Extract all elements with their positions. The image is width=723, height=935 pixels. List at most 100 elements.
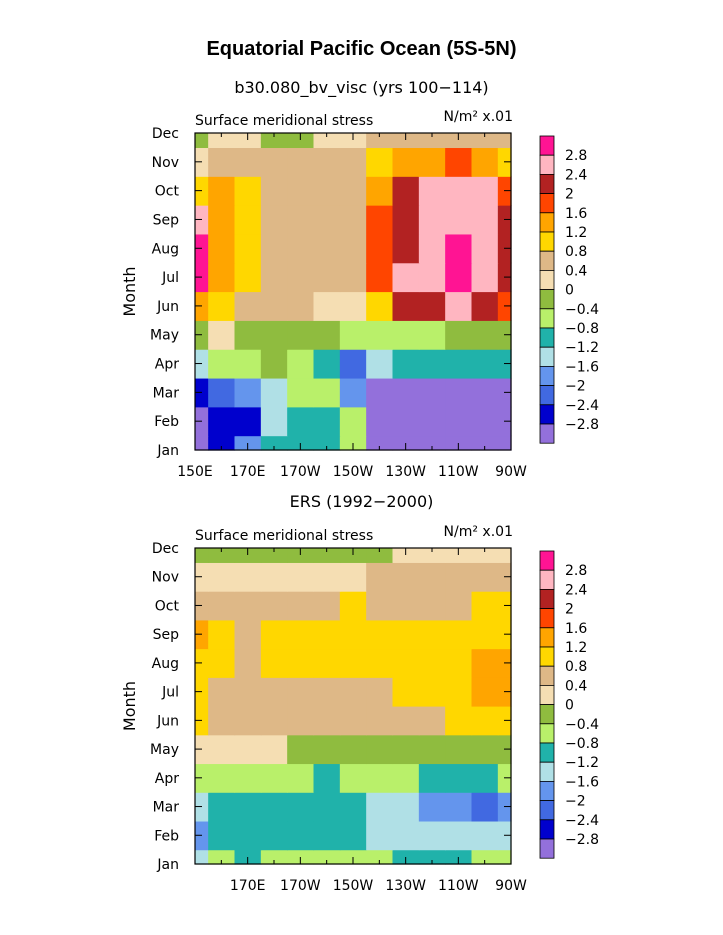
data-cell: [366, 763, 394, 793]
data-cell: [392, 349, 420, 379]
data-cell: [234, 763, 262, 793]
data-cell: [313, 147, 341, 177]
colorbar-label: −2.8: [565, 832, 599, 848]
colorbar-swatch: [539, 819, 555, 840]
data-cell: [418, 147, 446, 177]
data-cell: [313, 706, 341, 736]
data-cell: [418, 262, 446, 293]
colorbar-swatch: [539, 385, 555, 406]
data-cell: [366, 291, 394, 321]
data-cell: [287, 349, 315, 379]
data-cell: [260, 849, 288, 865]
data-cell: [208, 233, 236, 264]
data-cell: [366, 377, 394, 408]
colorbar-swatch: [539, 704, 555, 725]
data-cell: [471, 591, 499, 621]
data-cell: [234, 233, 262, 264]
colorbar-swatch: [539, 781, 555, 802]
data-cell: [234, 706, 262, 736]
colorbar-label: 1.6: [565, 621, 587, 637]
data-cell: [471, 291, 499, 321]
data-cell: [208, 849, 236, 865]
colorbar-swatch: [539, 269, 555, 290]
y-tick-label: Sep: [153, 627, 180, 643]
colorbar-swatch: [539, 327, 555, 348]
data-cell: [313, 591, 341, 621]
colorbar-swatch: [539, 569, 555, 590]
y-tick-label: Oct: [155, 184, 180, 200]
colorbar-swatch: [539, 289, 555, 310]
data-cell: [287, 763, 315, 793]
data-cell: [445, 349, 473, 379]
data-cell: [392, 377, 420, 408]
data-cell: [339, 147, 367, 177]
panel-1-units-label: N/m² x.01: [444, 109, 513, 125]
data-cell: [445, 176, 473, 206]
data-cell: [366, 349, 394, 379]
data-cell: [208, 677, 236, 707]
data-cell: [287, 205, 315, 235]
data-cell: [392, 406, 420, 437]
data-cell: [234, 648, 262, 678]
data-cell: [471, 548, 499, 563]
colorbar-label: 0.8: [565, 659, 587, 675]
colorbar-swatch: [539, 742, 555, 763]
data-cell: [418, 377, 446, 408]
data-cell: [313, 619, 341, 650]
data-cell: [418, 677, 446, 707]
data-cell: [208, 349, 236, 379]
data-cell: [234, 548, 262, 563]
data-cell: [195, 133, 209, 149]
data-cell: [208, 706, 236, 736]
data-cell: [287, 548, 315, 563]
y-tick-label: Jun: [156, 299, 179, 315]
data-cell: [313, 677, 341, 707]
data-cell: [366, 677, 394, 707]
data-cell: [260, 435, 288, 451]
data-cell: [234, 320, 262, 350]
data-cell: [313, 548, 341, 563]
data-cell: [260, 648, 288, 678]
data-cell: [260, 233, 288, 264]
data-cell: [392, 820, 420, 851]
data-cell: [471, 763, 499, 793]
data-cell: [195, 435, 209, 451]
data-cell: [366, 562, 394, 592]
data-cell: [260, 562, 288, 592]
data-cell: [260, 377, 288, 408]
data-cell: [260, 677, 288, 707]
data-cell: [208, 562, 236, 592]
x-tick-label: 90W: [495, 878, 527, 894]
data-cell: [339, 349, 367, 379]
data-cell: [445, 619, 473, 650]
data-cell: [445, 820, 473, 851]
data-cell: [471, 349, 499, 379]
data-cell: [287, 233, 315, 264]
data-cell: [208, 820, 236, 851]
panel-1-colorbar: 2.8 2.4 2 1.6 1.2 0.8 0.4 0 −0.4 −0.8 −1.2 −1.6 −2 −2…: [539, 135, 599, 444]
data-cell: [418, 792, 446, 822]
y-tick-label: Apr: [155, 357, 179, 373]
data-cell: [445, 734, 473, 765]
data-cell: [287, 320, 315, 350]
data-cell: [234, 820, 262, 851]
colorbar-label: −1.6: [565, 359, 599, 375]
data-cell: [445, 763, 473, 793]
y-tick-label: Nov: [152, 570, 179, 586]
data-cell: [471, 205, 499, 235]
data-cell: [392, 262, 420, 293]
data-cell: [339, 548, 367, 563]
y-tick-label: Jul: [161, 270, 179, 286]
data-cell: [234, 349, 262, 379]
data-cell: [445, 147, 473, 177]
y-tick-label: Apr: [155, 771, 179, 787]
data-cell: [366, 205, 394, 235]
data-cell: [208, 320, 236, 350]
colorbar-label: −0.8: [565, 321, 599, 337]
data-cell: [418, 291, 446, 321]
colorbar-label: −1.2: [565, 340, 599, 356]
colorbar-swatch: [539, 761, 555, 782]
data-cell: [445, 320, 473, 350]
colorbar-swatch: [539, 685, 555, 706]
data-cell: [260, 133, 288, 149]
